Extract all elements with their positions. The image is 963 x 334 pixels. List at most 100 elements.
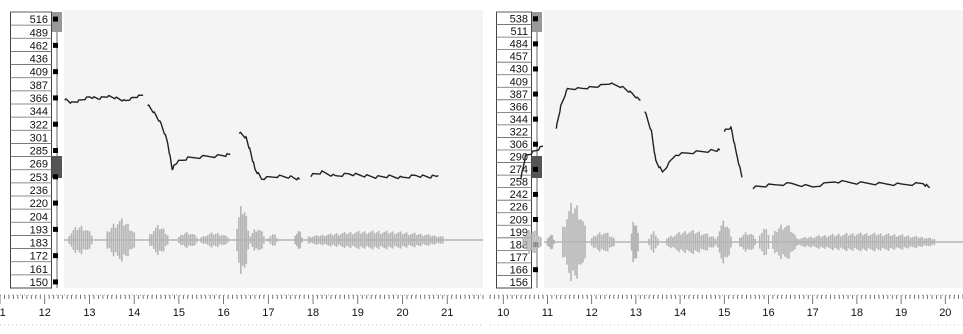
time-axis-label: 15	[718, 307, 730, 319]
pitch-axis-label: 177	[510, 252, 528, 264]
axis-tick-marker	[533, 41, 538, 47]
pitch-axis-label: 387	[510, 89, 528, 101]
pitch-axis-label: 538	[510, 14, 528, 26]
waveform-burst	[562, 203, 586, 281]
waveform-burst	[68, 225, 93, 255]
waveform-burst	[200, 232, 229, 248]
pitch-axis-label: 366	[30, 93, 48, 105]
axis-tick-marker	[533, 191, 538, 197]
pitch-axis-label: 183	[30, 238, 48, 250]
pitch-axis-label: 430	[510, 64, 528, 76]
waveform-burst	[178, 231, 198, 249]
axis-tick-marker	[533, 66, 538, 72]
waveform-burst	[522, 230, 542, 254]
pitch-axis-label: 511	[510, 26, 528, 38]
time-axis-label: 12	[586, 307, 598, 319]
pitch-trace-segment	[310, 170, 439, 180]
pitch-plot-right[interactable]	[520, 10, 963, 288]
time-axis-label: 16	[217, 307, 229, 319]
pitch-axis-label: 462	[30, 40, 48, 52]
pitch-axis-label: 436	[30, 54, 48, 66]
pitch-axis-label: 220	[30, 198, 48, 210]
pitch-axis-left: 516 489 462 436 409 387 366 344 322 301 285 269 253 2…	[10, 11, 64, 289]
axis-tick-marker	[53, 95, 58, 101]
time-axis-label: 14	[674, 307, 686, 319]
waveform-burst	[267, 234, 279, 246]
axis-tick-marker	[53, 42, 58, 48]
waveform-burst	[546, 234, 555, 250]
pitch-axis-label: 322	[510, 126, 528, 138]
pitch-trace-segment	[238, 131, 301, 181]
waveform-burst	[294, 231, 303, 249]
pitch-axis-label: 301	[30, 132, 48, 144]
pitch-panel-left: 516 489 462 436 409 387 366 344 322 301 285 269 253 2…	[0, 10, 484, 334]
time-axis-label: 17	[807, 307, 819, 319]
pitch-axis-label: 285	[30, 146, 48, 158]
waveform-burst	[106, 218, 135, 262]
time-axis-label: 20	[939, 307, 951, 319]
pitch-plot-left[interactable]	[64, 10, 483, 288]
pitch-axis-label: 226	[510, 202, 528, 214]
time-axis-label: 18	[851, 307, 863, 319]
time-axis-label: 11	[0, 307, 6, 319]
pitch-trace-segment	[644, 111, 721, 173]
time-axis-label: 20	[396, 307, 408, 319]
waveform-burst	[794, 232, 936, 252]
pitch-axis-label: 258	[510, 177, 528, 189]
time-axis-label: 19	[895, 307, 907, 319]
pitch-axis-label: 344	[30, 106, 48, 118]
pitch-axis-label: 172	[30, 251, 48, 263]
pitch-trace-segment	[723, 126, 743, 178]
axis-tick-marker	[53, 226, 58, 232]
axis-tick-marker	[53, 16, 58, 22]
axis-tick-marker	[533, 141, 538, 147]
pitch-axis-label: 150	[30, 277, 48, 289]
axis-tick-marker	[53, 148, 58, 153]
pitch-axis-label: 322	[30, 119, 48, 131]
waveform-burst	[739, 232, 756, 252]
pitch-panel-right: 538 511 484 457 430 409 387 366 344 322 306 290 274 2…	[489, 0, 963, 334]
axis-tick-marker	[533, 217, 538, 222]
waveform-burst	[666, 229, 717, 255]
waveform-burst	[716, 220, 732, 264]
time-axis-label: 10	[497, 307, 509, 319]
time-axis-label: 16	[762, 307, 774, 319]
axis-tick-marker	[53, 200, 58, 206]
axis-scroll-thumb-mid[interactable]	[52, 156, 62, 178]
pitch-axis-label: 409	[510, 76, 528, 88]
pitch-trace-segment	[520, 145, 544, 180]
pitch-axis-label: 409	[30, 67, 48, 79]
time-axis-label: 17	[262, 307, 274, 319]
pitch-trace-segment	[64, 94, 144, 104]
time-axis-label: 14	[128, 307, 140, 319]
time-ruler-left[interactable]: 11 12 13 14 15 16 17 18 19 20 21	[0, 292, 484, 334]
pitch-axis-label: 156	[510, 277, 528, 289]
axis-tick-marker	[53, 279, 58, 285]
axis-scroll-thumb-top[interactable]	[532, 12, 542, 32]
time-ruler-right[interactable]: 10 11 12 13 14 15 16 17 18 19 20	[489, 292, 963, 334]
pitch-axis-label: 204	[30, 211, 48, 223]
pitch-axis-label: 242	[510, 189, 528, 201]
axis-tick-marker	[533, 116, 538, 122]
waveform-burst	[236, 206, 249, 274]
waveform-burst	[758, 228, 770, 256]
pitch-axis-label: 366	[510, 101, 528, 113]
time-axis-label: 11	[542, 307, 553, 319]
axis-tick-marker	[533, 91, 538, 97]
pitch-axis-label: 344	[510, 114, 528, 126]
time-axis-label: 13	[83, 307, 95, 319]
axis-scroll-thumb-top[interactable]	[52, 12, 62, 32]
axis-tick-marker	[533, 267, 538, 273]
waveform-burst	[772, 224, 796, 260]
axis-tick-marker	[53, 121, 58, 127]
axis-tick-marker	[533, 166, 538, 172]
time-axis-label: 15	[173, 307, 185, 319]
pitch-axis-label: 387	[30, 80, 48, 92]
axis-tick-marker	[53, 253, 58, 259]
waveform-burst	[590, 232, 615, 252]
time-axis-label: 18	[307, 307, 319, 319]
pitch-axis-label: 457	[510, 51, 528, 63]
waveform-burst	[648, 231, 659, 253]
time-axis-label: 12	[39, 307, 51, 319]
pitch-axis-label: 306	[510, 139, 528, 151]
